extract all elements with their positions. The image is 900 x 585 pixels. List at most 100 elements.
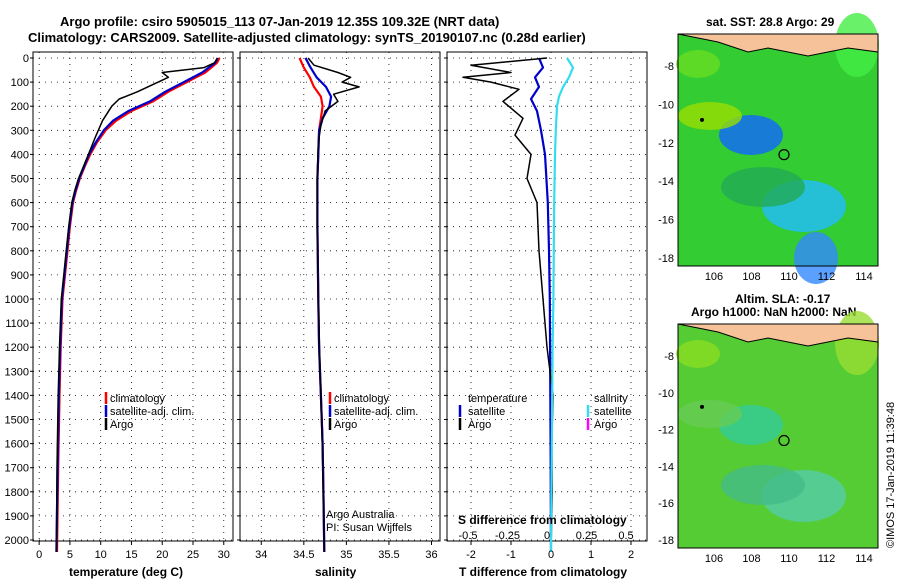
- salinity-curves: [298, 57, 360, 553]
- depth-tick-label: 1800: [5, 487, 29, 499]
- s-tick-label: 0.25: [576, 530, 597, 542]
- depth-tick-label: 1600: [5, 439, 29, 451]
- map-lat-label: -10: [658, 388, 674, 400]
- series-line-climatology: [55, 57, 221, 553]
- map-field-patch: [721, 167, 805, 207]
- map-lon-label: 112: [818, 271, 836, 283]
- s-tick-label: -0.25: [495, 530, 520, 542]
- map-lon-label: 108: [742, 553, 760, 565]
- x-tick-label: 36: [425, 549, 437, 561]
- difference-panel-grid: [444, 52, 647, 545]
- x-tick-label: 0: [36, 549, 42, 561]
- legend-label-satellite: satellite-adj. clim.: [334, 406, 418, 418]
- temperature-legend: climatology satellite-adj. clim. Argo: [104, 392, 194, 431]
- salinity-axis-label: salinity: [315, 565, 357, 579]
- depth-tick-label: 1000: [5, 294, 29, 306]
- x-tick-label: 35: [340, 549, 352, 561]
- s-tick-label: 0.5: [618, 530, 633, 542]
- difference-curves: [462, 57, 575, 553]
- map-lat-label: -14: [658, 461, 674, 473]
- legend-label-s-argo: Argo: [594, 419, 617, 431]
- imos-timestamp: ©IMOS 17-Jan-2019 11:39:48: [885, 402, 897, 548]
- difference-x-ticks: -2 -1 0 1 2: [466, 549, 634, 561]
- depth-tick-label: 1500: [5, 415, 29, 427]
- credit-line-1: Argo Australia: [326, 509, 395, 521]
- figure-title-line2: Climatology: CARS2009. Satellite-adjuste…: [28, 30, 586, 45]
- salinity-legend: climatology satellite-adj. clim. Argo Ar…: [326, 392, 418, 534]
- salinity-x-ticks: 34 34.5 35 35.5 36: [255, 549, 437, 561]
- difference-legend: temperature satellite Argo salinity sate…: [458, 393, 631, 527]
- series-line-argo-t-: [462, 57, 554, 553]
- argo-location-marker: [778, 149, 790, 161]
- argo-location-marker: [778, 434, 790, 447]
- depth-tick-label: 300: [11, 125, 29, 137]
- map-lon-label: 110: [780, 553, 798, 565]
- s-tick-label: 0: [544, 530, 550, 542]
- legend-label-satellite: satellite-adj. clim.: [110, 406, 194, 418]
- legend-head-salinity: salinity: [594, 393, 628, 405]
- x-tick-label: -2: [466, 549, 476, 561]
- map-frame: [677, 33, 879, 267]
- sla-map-title-line2: Argo h1000: NaN h2000: NaN: [691, 305, 856, 319]
- depth-tick-label: 1400: [5, 390, 29, 402]
- map-lon-label: 108: [742, 271, 760, 283]
- legend-label-s-satellite: satellite: [594, 406, 631, 418]
- depth-tick-label: 1700: [5, 463, 29, 475]
- map-field-patch: [676, 340, 720, 368]
- salinity-panel-grid: [237, 52, 440, 545]
- legend-head-temperature: temperature: [468, 393, 527, 405]
- map-frame: [677, 323, 879, 549]
- map-field-patch: [676, 50, 720, 78]
- temperature-panel-grid: [30, 52, 233, 545]
- depth-axis-labels: 0 100 200 300 400 500 600 700 800 900 1000 1100 1200…: [5, 53, 29, 547]
- x-tick-label: 20: [156, 549, 168, 561]
- map-lon-label: 112: [818, 553, 836, 565]
- island-marker: [700, 404, 704, 409]
- legend-label-climatology: climatology: [110, 393, 166, 405]
- s-difference-axis-label: S difference from climatology: [458, 513, 627, 527]
- depth-tick-label: 700: [11, 222, 29, 234]
- map-lat-label: -12: [658, 425, 674, 437]
- depth-tick-label: 1200: [5, 342, 29, 354]
- sst-map-title: sat. SST: 28.8 Argo: 29: [706, 15, 835, 29]
- x-tick-label: 1: [588, 549, 594, 561]
- map-lat-label: -8: [664, 351, 674, 363]
- temperature-x-ticks: 0 5 10 15 20 25 30: [36, 549, 230, 561]
- x-tick-label: 25: [187, 549, 199, 561]
- map-lon-label: 114: [855, 271, 873, 283]
- credit-line-2: PI: Susan Wijffels: [326, 522, 412, 534]
- depth-tick-label: 1900: [5, 511, 29, 523]
- series-line-satellite-s-: [549, 57, 575, 553]
- map-lat-label: -16: [658, 498, 674, 510]
- map-lon-label: 110: [780, 271, 798, 283]
- depth-tick-label: 800: [11, 246, 29, 258]
- series-line-argo: [55, 57, 219, 553]
- map-lon-label: 106: [705, 553, 723, 565]
- sst-map: -8 -10 -12 -14 -16 -18 106 108 110 112 114: [658, 13, 879, 284]
- series-line-satellite-t-: [529, 57, 553, 553]
- depth-tick-label: 100: [11, 77, 29, 89]
- map-field-patch: [794, 232, 838, 284]
- sla-map-title-line1: Altim. SLA: -0.17: [735, 292, 831, 306]
- x-tick-label: 34: [255, 549, 267, 561]
- x-tick-label: 15: [125, 549, 137, 561]
- depth-tick-label: 400: [11, 149, 29, 161]
- legend-label-argo: Argo: [334, 419, 357, 431]
- map-lat-label: -12: [658, 138, 674, 150]
- x-tick-label: -1: [506, 549, 516, 561]
- x-tick-label: 0: [548, 549, 554, 561]
- depth-tick-label: 500: [11, 174, 29, 186]
- salinity-panel-frame: [239, 51, 441, 542]
- depth-tick-label: 200: [11, 101, 29, 113]
- x-tick-label: 34.5: [293, 549, 314, 561]
- legend-label-climatology: climatology: [334, 393, 390, 405]
- map-field-patch: [678, 400, 742, 428]
- legend-label-t-argo: Argo: [468, 419, 491, 431]
- x-tick-label: 30: [218, 549, 230, 561]
- temperature-axis-label: temperature (deg C): [69, 565, 183, 579]
- s-tick-label: -0.5: [459, 530, 478, 542]
- map-field-patch: [835, 311, 879, 375]
- map-lat-label: -16: [658, 215, 674, 227]
- depth-tick-label: 600: [11, 198, 29, 210]
